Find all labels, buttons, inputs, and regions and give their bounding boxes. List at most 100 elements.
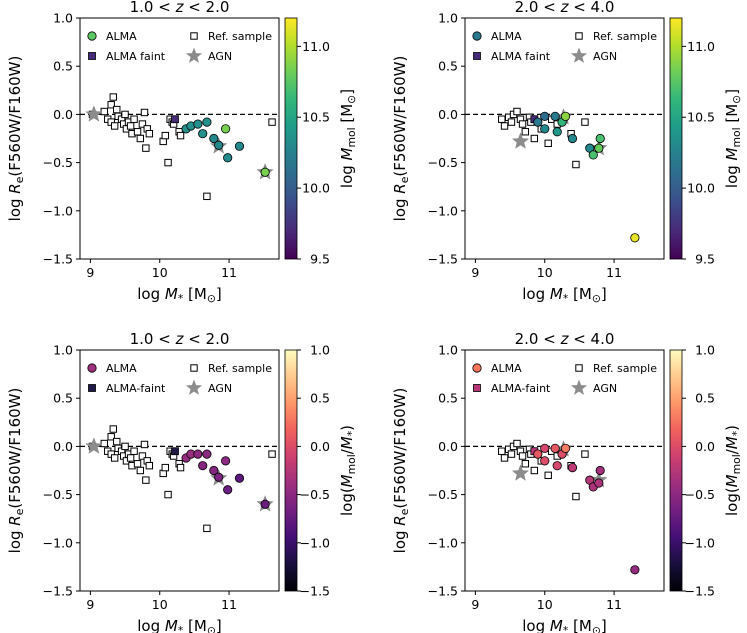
agn-star-marker xyxy=(511,464,530,481)
colorbar xyxy=(669,17,683,260)
alma-marker xyxy=(552,461,562,471)
ref-sample-marker xyxy=(138,120,147,128)
x-axis-label: log M* [M⊙] xyxy=(522,285,606,305)
y-tick-label: 1.0 xyxy=(438,343,458,358)
ref-sample-marker xyxy=(100,439,108,448)
y-tick-label: 0.5 xyxy=(438,59,458,74)
x-axis-label: log M* [M⊙] xyxy=(522,617,606,633)
ref-sample-marker xyxy=(518,120,527,128)
alma-marker xyxy=(234,141,245,151)
legend-ref-label: Ref. sample xyxy=(208,30,272,43)
alma-marker xyxy=(533,449,543,459)
ref-sample-marker xyxy=(110,122,119,130)
ref-sample-marker xyxy=(121,110,129,119)
ref-sample-marker xyxy=(500,454,509,462)
colorbar-tick-label: 11.0 xyxy=(302,39,330,54)
colorbar-tick-label: −1.5 xyxy=(685,584,715,599)
y-tick-label: −0.5 xyxy=(43,155,73,170)
legend-alma-label: ALMA xyxy=(491,30,522,43)
ref-sample-marker xyxy=(268,118,276,126)
alma-marker xyxy=(223,485,233,495)
ref-sample-marker xyxy=(145,461,154,470)
colorbar-tick-label: −1.0 xyxy=(685,535,715,550)
alma-marker xyxy=(567,133,578,144)
y-tick-label: −1.0 xyxy=(43,535,73,550)
ref-sample-marker xyxy=(161,463,169,472)
alma-marker xyxy=(202,117,212,127)
colorbar-tick-label: 9.5 xyxy=(310,252,330,267)
y-tick-label: −0.5 xyxy=(428,487,458,502)
legend-ref-marker xyxy=(575,364,583,372)
legend: ALMA ALMA-faint Ref. sample AGN xyxy=(87,362,272,395)
x-tick-label: 11 xyxy=(221,265,237,280)
legend-agn-marker xyxy=(570,379,588,395)
y-tick-label: −1.0 xyxy=(428,535,458,550)
alma-marker xyxy=(630,233,640,243)
ref-sample-marker xyxy=(145,129,154,138)
ref-sample-marker xyxy=(544,139,552,148)
colorbar xyxy=(284,17,298,260)
alma-marker xyxy=(594,478,604,488)
legend-ref-label: Ref. sample xyxy=(593,30,657,43)
alma-marker xyxy=(550,443,560,453)
ref-sample-marker xyxy=(142,144,150,152)
ref-sample-marker xyxy=(176,463,185,472)
x-axis-label: log M* [M⊙] xyxy=(137,617,221,633)
alma-marker xyxy=(209,133,219,144)
ref-sample-marker xyxy=(572,160,580,169)
colorbar-tick-label: −1.0 xyxy=(300,535,330,550)
alma-marker xyxy=(260,499,270,509)
alma-marker xyxy=(193,119,203,129)
y-tick-label: −0.5 xyxy=(428,155,458,170)
legend-faint-label: ALMA faint xyxy=(106,50,166,63)
legend-alma-label: ALMA xyxy=(491,362,522,375)
panel-title: 2.0 < z < 4.0 xyxy=(515,0,615,16)
y-tick-label: −1.5 xyxy=(43,252,73,267)
alma-marker xyxy=(540,456,550,466)
ref-sample-marker xyxy=(572,492,580,501)
ref-sample-marker xyxy=(500,122,509,130)
ref-sample-marker xyxy=(513,439,521,448)
ref-sample-marker xyxy=(498,447,506,455)
ref-sample-marker xyxy=(110,454,119,462)
ref-sample-marker xyxy=(581,450,589,458)
alma-marker xyxy=(595,133,605,144)
ref-sample-marker xyxy=(126,122,135,130)
ref-sample-marker xyxy=(161,131,169,140)
colorbar-label: log(Mmol/M*) xyxy=(723,425,743,516)
legend-ref-marker xyxy=(575,32,583,40)
colorbar xyxy=(669,349,683,592)
y-tick-label: 1.0 xyxy=(53,343,73,358)
ref-sample-marker xyxy=(530,134,539,143)
colorbar-tick-label: 9.5 xyxy=(695,252,715,267)
colorbar-tick-label: −0.5 xyxy=(300,487,330,502)
alma-faint-marker xyxy=(171,115,179,124)
y-tick-label: −0.5 xyxy=(43,487,73,502)
alma-marker xyxy=(209,465,219,476)
ref-sample-marker xyxy=(126,454,135,462)
legend-faint-label: ALMA-faint xyxy=(106,382,166,395)
colorbar-tick-label: 1.0 xyxy=(695,343,715,358)
alma-marker xyxy=(567,463,578,473)
alma-marker xyxy=(552,127,562,137)
alma-marker xyxy=(540,443,550,453)
ref-sample-marker xyxy=(530,466,539,475)
ref-sample-marker xyxy=(140,108,149,117)
legend-agn-label: AGN xyxy=(593,382,617,395)
alma-marker xyxy=(594,143,604,153)
y-axis-label: log Re(F560W/F160W) xyxy=(391,56,411,222)
x-tick-label: 9 xyxy=(471,597,479,612)
alma-marker xyxy=(260,167,270,177)
x-tick-label: 11 xyxy=(221,597,237,612)
legend: ALMA ALMA faint Ref. sample AGN xyxy=(472,30,657,63)
legend-faint-marker xyxy=(88,384,96,392)
legend-alma-label: ALMA xyxy=(106,362,137,375)
ref-sample-marker xyxy=(136,134,145,143)
colorbar-tick-label: 10.0 xyxy=(302,181,330,196)
ref-sample-marker xyxy=(130,115,138,123)
ref-sample-marker xyxy=(130,447,138,455)
legend-alma-marker xyxy=(87,31,97,41)
ref-sample-marker xyxy=(164,490,172,499)
ref-sample-marker xyxy=(203,192,211,201)
